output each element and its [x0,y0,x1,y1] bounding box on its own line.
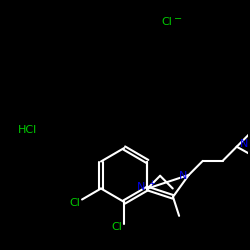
Text: N: N [137,182,145,192]
Text: Cl: Cl [69,198,80,207]
Text: HCl: HCl [18,125,37,135]
Text: N: N [240,139,248,149]
Text: N: N [178,171,187,181]
Text: +: + [148,179,155,188]
Text: Cl: Cl [111,222,122,232]
Text: Cl: Cl [161,17,172,27]
Text: −: − [174,14,182,24]
